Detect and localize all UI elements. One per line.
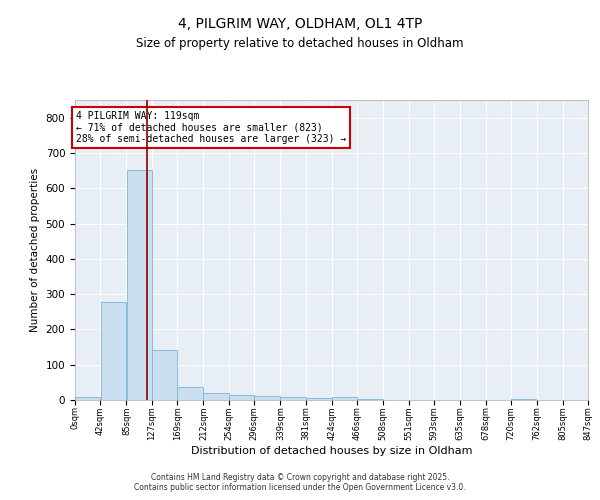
Bar [101,302,127,400]
Bar [511,399,536,400]
Y-axis label: Number of detached properties: Number of detached properties [30,168,40,332]
Bar [127,170,152,400]
Bar [332,397,357,400]
Bar [203,393,229,400]
Text: 4 PILGRIM WAY: 119sqm
← 71% of detached houses are smaller (823)
28% of semi-det: 4 PILGRIM WAY: 119sqm ← 71% of detached … [76,110,346,144]
Text: Size of property relative to detached houses in Oldham: Size of property relative to detached ho… [136,38,464,51]
X-axis label: Distribution of detached houses by size in Oldham: Distribution of detached houses by size … [191,446,472,456]
Bar [306,398,332,400]
Text: 4, PILGRIM WAY, OLDHAM, OL1 4TP: 4, PILGRIM WAY, OLDHAM, OL1 4TP [178,18,422,32]
Bar [254,396,280,400]
Bar [280,397,305,400]
Bar [178,386,203,400]
Bar [229,396,254,400]
Bar [152,350,177,400]
Text: Contains HM Land Registry data © Crown copyright and database right 2025.
Contai: Contains HM Land Registry data © Crown c… [134,473,466,492]
Bar [75,397,100,400]
